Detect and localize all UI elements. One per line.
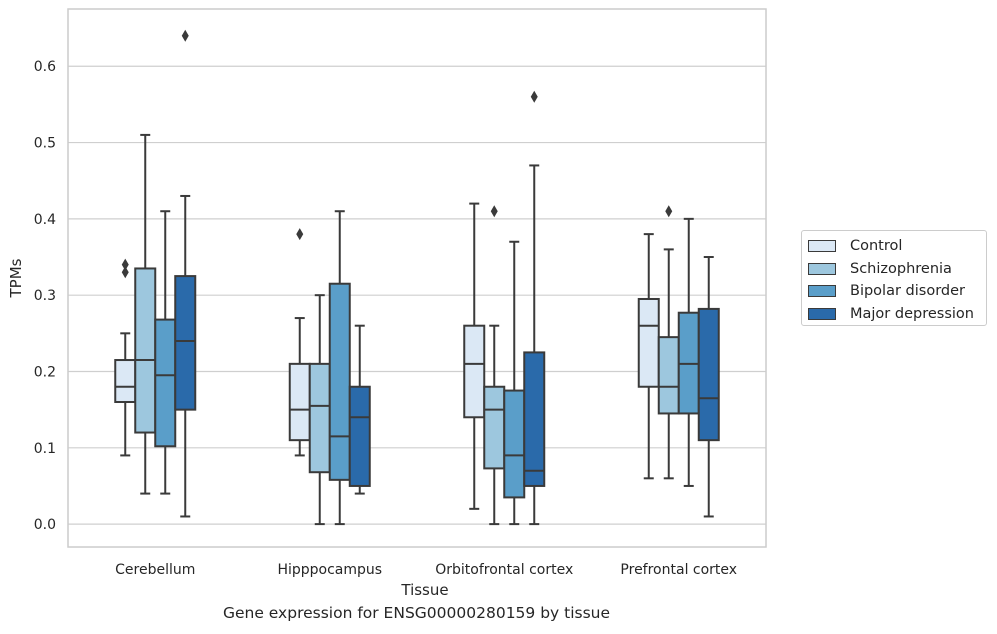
box <box>483 385 506 470</box>
x-tick-label: Cerebellum <box>115 562 195 578</box>
legend-label: Schizophrenia <box>850 260 952 277</box>
x-axis-label: Tissue <box>400 581 448 599</box>
outlier-point <box>121 266 129 279</box>
y-tick-label: 0.6 <box>34 59 56 75</box>
box <box>114 359 137 404</box>
x-tick-label: Orbitofrontal cortex <box>435 562 573 578</box>
outlier-point <box>665 205 673 218</box>
box <box>288 362 311 442</box>
y-tick-label: 0.3 <box>34 288 56 304</box>
y-tick-label: 0.1 <box>34 441 56 457</box>
box <box>348 385 371 487</box>
chart-caption: Gene expression for ENSG00000280159 by t… <box>222 604 611 622</box>
legend-label: Control <box>850 238 903 255</box>
legend-swatch <box>808 240 836 253</box>
box <box>328 282 351 481</box>
category-group <box>463 90 546 526</box>
y-tick-label: 0.5 <box>34 136 56 152</box>
legend-item: Control <box>808 235 980 258</box>
box <box>308 362 331 474</box>
y-tick-label: 0.4 <box>34 212 56 228</box>
x-tick-label: Hipppocampus <box>277 562 382 578</box>
legend: Control Schizophrenia Bipolar disorder Majo… <box>801 230 987 326</box>
chart: 0.0 0.1 0.2 0.3 0.4 0.5 0.6 Cerebellum Hipppocam… <box>7 8 767 599</box>
outlier-point <box>121 258 129 271</box>
legend-swatch <box>808 262 836 275</box>
y-tick-label: 0.0 <box>34 517 56 533</box>
box <box>134 267 157 434</box>
x-tick-label: Prefrontal cortex <box>620 562 737 578</box>
box <box>697 307 720 442</box>
outlier-point <box>181 29 189 42</box>
y-tick-label: 0.2 <box>34 364 56 380</box>
category-group <box>288 210 371 526</box>
box <box>503 389 526 499</box>
legend-label: Major depression <box>850 305 974 322</box>
plot-background <box>68 9 766 547</box>
legend-swatch <box>808 285 836 298</box>
outlier-point <box>490 205 498 218</box>
category-group <box>637 205 720 518</box>
legend-label: Bipolar disorder <box>850 283 965 300</box>
legend-item: Schizophrenia <box>808 258 980 281</box>
box <box>174 275 197 411</box>
box <box>637 297 660 388</box>
box <box>154 318 177 448</box>
y-axis-label: TPMs <box>7 258 25 298</box>
legend-item: Bipolar disorder <box>808 280 980 303</box>
box <box>463 324 486 419</box>
outlier-point <box>296 228 304 241</box>
plot-frame <box>67 8 767 548</box>
legend-item: Major depression <box>808 303 980 326</box>
outlier-point <box>530 90 538 103</box>
category-group <box>114 29 197 518</box>
box <box>523 351 546 487</box>
box <box>657 336 680 415</box>
legend-swatch <box>808 307 836 320</box>
